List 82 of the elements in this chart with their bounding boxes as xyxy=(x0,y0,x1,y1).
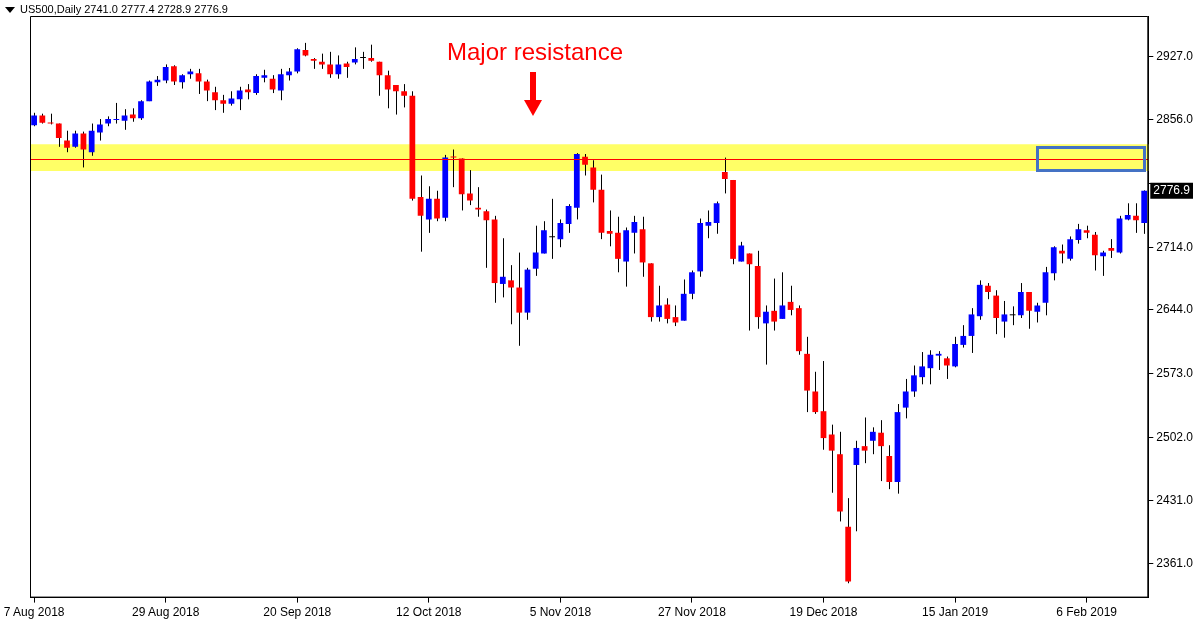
candlestick xyxy=(1133,202,1139,234)
candlestick xyxy=(960,324,967,349)
x-tick-label: 27 Nov 2018 xyxy=(657,605,727,620)
candlestick xyxy=(1026,291,1032,330)
candlestick xyxy=(763,304,769,366)
candlestick xyxy=(1017,282,1024,319)
annotation: 2776.9 xyxy=(1153,183,1191,198)
candlestick xyxy=(425,185,432,234)
candlestick xyxy=(97,118,103,142)
candlestick xyxy=(483,209,490,269)
y-tick-label: 2431.0 xyxy=(1156,493,1194,508)
candlestick xyxy=(606,209,613,247)
y-tick-label: 2644.0 xyxy=(1156,302,1194,317)
candlestick xyxy=(1034,302,1041,323)
candlestick xyxy=(499,237,506,298)
candlestick xyxy=(812,371,819,415)
candlestick xyxy=(277,68,284,101)
candlestick xyxy=(532,225,539,277)
candlestick xyxy=(467,169,473,206)
x-tick-label: 15 Jan 2019 xyxy=(922,605,989,620)
y-tick-label: 2502.0 xyxy=(1156,429,1194,444)
candlestick xyxy=(294,47,301,74)
candlestick xyxy=(828,424,835,494)
candlestick xyxy=(253,73,259,96)
candlestick xyxy=(771,278,778,332)
y-tick-label: 2573.0 xyxy=(1156,365,1194,380)
candlestick xyxy=(162,63,169,84)
y-tick-label: 2361.0 xyxy=(1156,555,1194,570)
candlestick xyxy=(869,426,876,455)
candlestick xyxy=(656,285,662,323)
candlestick xyxy=(902,378,909,419)
x-tick-label: 29 Aug 2018 xyxy=(131,605,200,620)
candlestick xyxy=(393,84,399,116)
candlestick xyxy=(508,264,514,325)
candlestick xyxy=(171,64,177,86)
candlestick xyxy=(664,297,671,324)
candlestick xyxy=(64,130,70,153)
candlestick xyxy=(401,83,408,108)
candlestick xyxy=(203,79,210,102)
candlestick xyxy=(919,351,926,385)
x-tick-label: 12 Oct 2018 xyxy=(396,605,462,620)
x-tick-label: 6 Feb 2019 xyxy=(1056,605,1118,620)
y-tick-label: 2927.0 xyxy=(1156,48,1194,63)
candlestick xyxy=(1091,231,1098,272)
candlestick xyxy=(861,416,868,464)
candlestick xyxy=(993,289,1000,335)
x-tick-label: 20 Sep 2018 xyxy=(263,605,332,620)
candlestick xyxy=(212,86,218,111)
y-tick-label: 2714.0 xyxy=(1156,239,1194,254)
candlestick xyxy=(935,350,942,371)
candlestick xyxy=(952,336,958,368)
candlestick xyxy=(911,365,917,398)
candlestick xyxy=(1001,300,1008,339)
candlestick xyxy=(113,102,120,125)
x-tick-label: 19 Dec 2018 xyxy=(789,605,858,620)
candlestick xyxy=(557,218,564,248)
candlestick xyxy=(738,241,745,263)
annotation: Major resistance xyxy=(446,38,624,67)
candlestick xyxy=(541,220,547,254)
candlestick xyxy=(549,198,556,260)
x-tick-label: 7 Aug 2018 xyxy=(3,605,65,620)
candlestick xyxy=(705,209,712,239)
candlestick xyxy=(631,215,638,254)
candlestick xyxy=(878,419,884,482)
candlestick xyxy=(360,51,366,70)
x-tick-label: 5 Nov 2018 xyxy=(529,605,592,620)
candlestick xyxy=(327,51,334,79)
candlestick xyxy=(236,86,243,111)
candlestick xyxy=(779,271,786,320)
y-tick-label: 2856.0 xyxy=(1156,112,1194,127)
candlestick xyxy=(335,54,342,80)
candlestick xyxy=(1067,235,1074,262)
candlestick xyxy=(475,186,482,218)
chart-title: US500,Daily 2741.0 2777.4 2728.9 2776.9 xyxy=(20,3,228,15)
candlestick xyxy=(384,70,391,109)
candlestick xyxy=(689,270,695,300)
candlestick xyxy=(1108,238,1115,259)
candlestick xyxy=(121,108,128,131)
candlestick xyxy=(138,99,144,121)
candlestick xyxy=(88,123,95,157)
candlestick xyxy=(943,356,950,380)
candlestick xyxy=(434,190,440,222)
